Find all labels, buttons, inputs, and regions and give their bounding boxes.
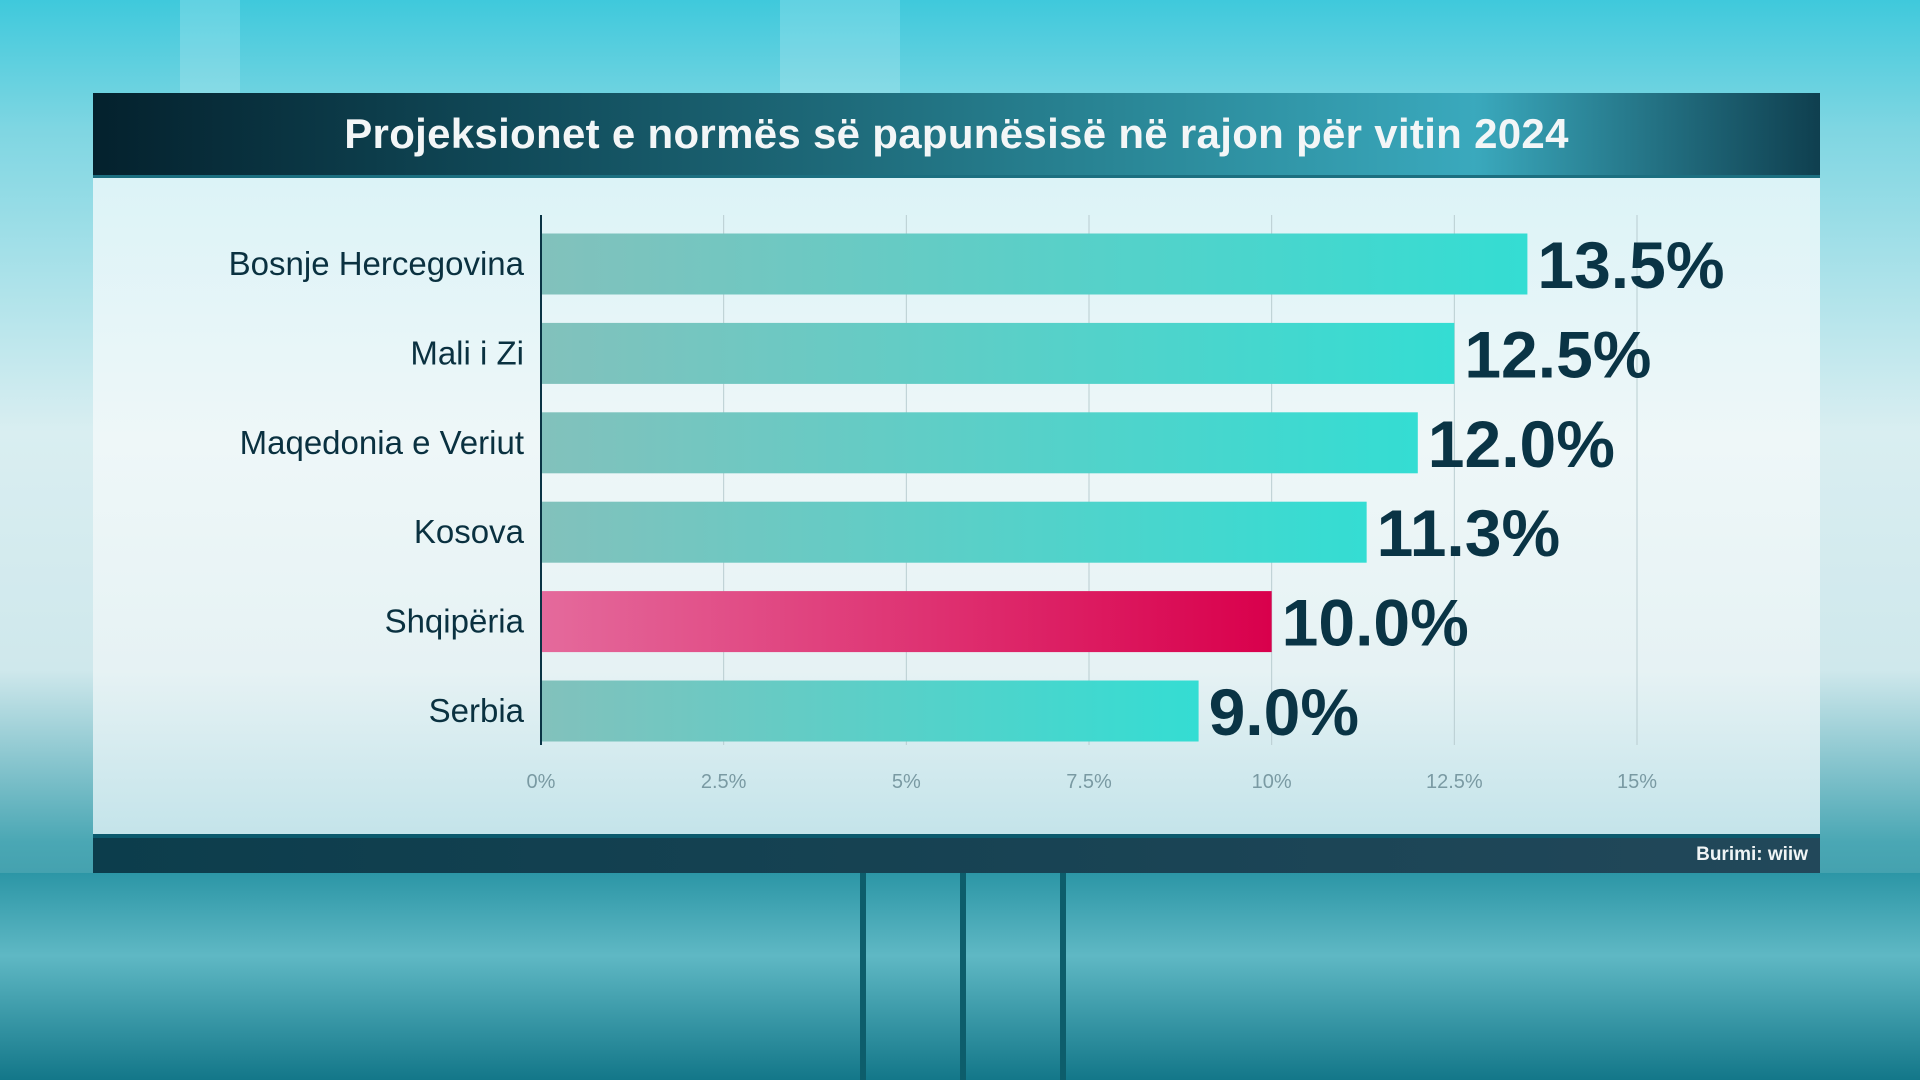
value-label: 12.0% — [1428, 407, 1615, 481]
bar — [541, 501, 1367, 563]
value-label: 9.0% — [1209, 675, 1359, 749]
x-tick-label: 12.5% — [1426, 771, 1483, 793]
category-label: Shqipëria — [385, 603, 525, 640]
bar-highlight — [541, 591, 1272, 653]
value-label: 10.0% — [1282, 586, 1469, 660]
chart-title: Projeksionet e normës së papunësisë në r… — [344, 110, 1569, 157]
background-floor — [0, 873, 1920, 1080]
category-label: Kosova — [414, 513, 525, 550]
category-label: Mali i Zi — [410, 334, 524, 371]
background-decoration — [180, 0, 240, 100]
category-label: Bosnje Hercegovina — [229, 245, 525, 282]
bar — [541, 322, 1455, 384]
x-tick-label: 0% — [527, 771, 556, 793]
category-label: Maqedonia e Veriut — [240, 424, 524, 461]
chart-header: Projeksionet e normës së papunësisë në r… — [93, 93, 1820, 178]
bar — [541, 233, 1528, 295]
x-tick-label: 10% — [1252, 771, 1292, 793]
x-tick-label: 2.5% — [701, 771, 747, 793]
background-decoration — [780, 0, 900, 100]
value-label: 12.5% — [1464, 317, 1651, 391]
x-tick-label: 15% — [1617, 771, 1657, 793]
value-label: 13.5% — [1537, 228, 1724, 302]
value-label: 11.3% — [1377, 496, 1561, 570]
bar — [541, 412, 1418, 474]
source-label: Burimi: wiiw — [1696, 844, 1808, 865]
chart-footer: Burimi: wiiw — [93, 834, 1820, 873]
bar — [541, 680, 1199, 742]
x-tick-label: 5% — [892, 771, 921, 793]
category-label: Serbia — [429, 692, 525, 729]
x-tick-label: 7.5% — [1066, 771, 1112, 793]
